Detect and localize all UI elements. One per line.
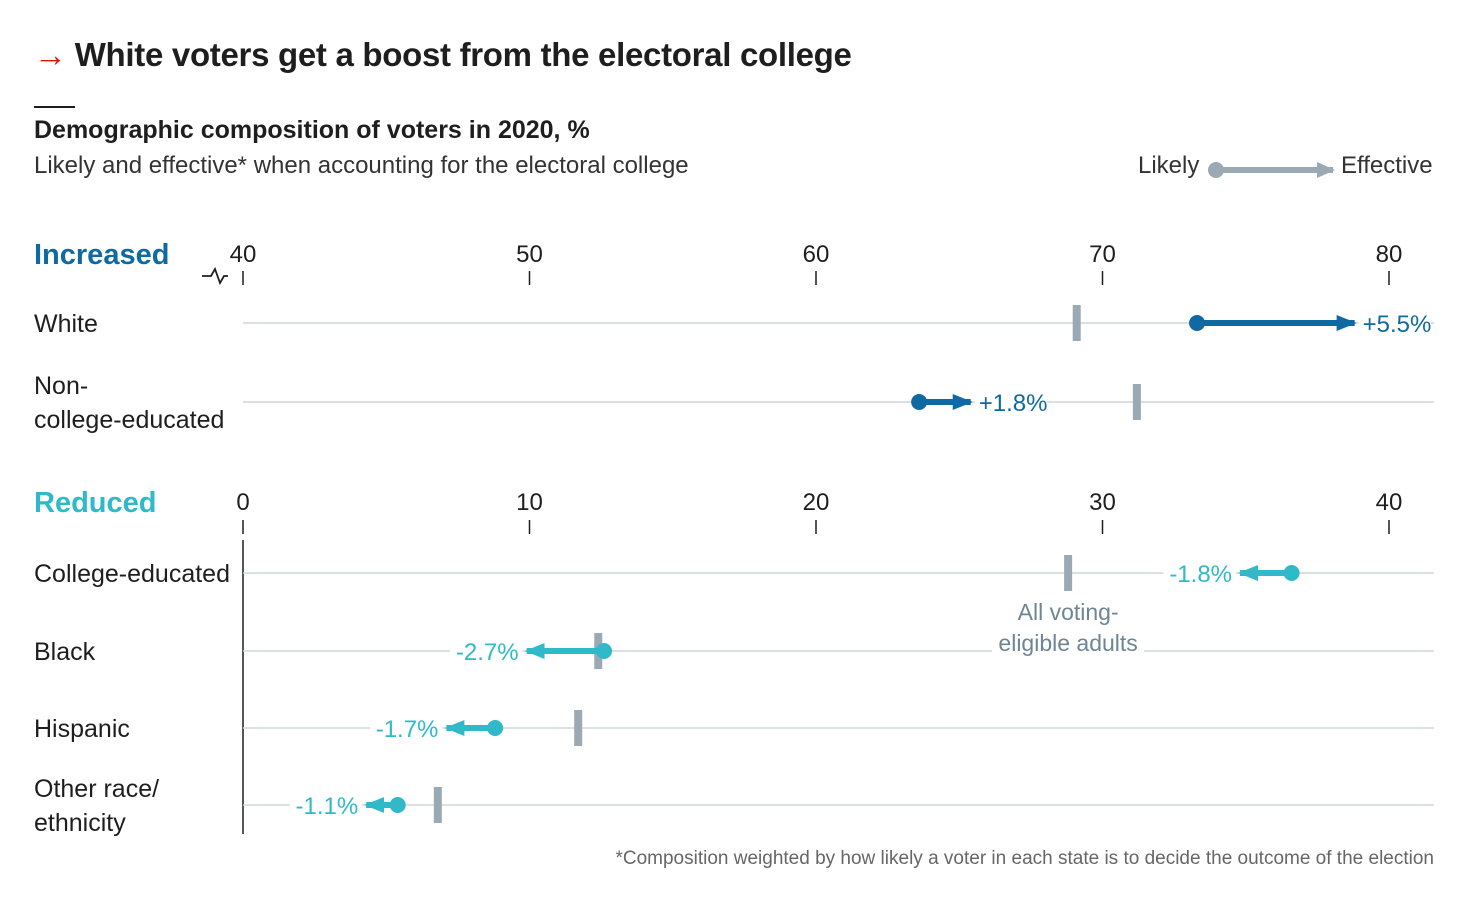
chart-title-text: White voters get a boost from the electo… — [74, 36, 852, 73]
panel-reduced: Reduced 0 10 20 30 40 College-educated -1.8% Bl… — [34, 487, 1434, 837]
chart-description: Likely and effective* when accounting fo… — [34, 152, 689, 179]
category-label: Hispanic — [34, 715, 130, 743]
category-label: Black — [34, 638, 96, 666]
legend-effective-label: Effective — [1341, 152, 1433, 179]
x-tick-label: 60 — [803, 241, 830, 268]
x-tick-label: 0 — [236, 489, 249, 516]
title-rule — [34, 106, 75, 108]
change-label: +1.8% — [979, 390, 1048, 417]
x-tick-label: 50 — [516, 241, 543, 268]
x-tick-label: 20 — [803, 489, 830, 516]
x-tick-label: 70 — [1089, 241, 1116, 268]
legend-likely-effective-arrow — [1208, 162, 1335, 178]
chart-title: → White voters get a boost from the elect… — [34, 36, 852, 74]
likely-dot — [595, 643, 612, 659]
annotation-line: All voting- — [1018, 599, 1119, 625]
all-adults-marker — [1064, 555, 1073, 591]
likely-dot — [487, 720, 504, 736]
all-adults-marker — [1132, 384, 1141, 420]
change-label-bg — [1358, 308, 1432, 338]
likely-dot — [911, 394, 928, 410]
category-label-line: college-educated — [34, 406, 224, 434]
legend-likely-label: Likely — [1138, 152, 1200, 179]
category-label: White — [34, 310, 98, 338]
panel-increased: Increased 40 50 60 70 80 White +5.5% Non-colleg… — [34, 239, 1434, 434]
arrow-right-icon: → — [34, 36, 67, 73]
x-tick-label: 40 — [1376, 489, 1403, 516]
category-label-line: Non- — [34, 372, 88, 400]
change-label: -1.7% — [376, 716, 439, 743]
all-adults-marker — [1072, 305, 1081, 341]
change-label: +5.5% — [1363, 311, 1432, 338]
chart-subtitle: Demographic composition of voters in 202… — [34, 116, 590, 144]
x-tick-label: 40 — [230, 241, 257, 268]
all-adults-marker — [574, 710, 583, 746]
change-label-bg — [974, 387, 1048, 417]
annotation-label: All voting-eligible adults — [998, 599, 1137, 656]
x-tick-label: 80 — [1376, 241, 1403, 268]
change-label: -1.8% — [1169, 561, 1232, 588]
likely-dot — [1283, 565, 1300, 581]
axis-break-icon — [202, 266, 228, 286]
change-label-bg — [1163, 558, 1237, 588]
legend-likely-dot — [1208, 162, 1224, 178]
change-label-bg — [369, 713, 443, 743]
category-label-line: ethnicity — [34, 809, 126, 837]
annotation-bg — [992, 596, 1145, 660]
panel-label: Reduced — [34, 487, 156, 519]
category-label: College-educated — [34, 560, 230, 588]
footnote: *Composition weighted by how likely a vo… — [615, 848, 1434, 869]
x-tick-label: 30 — [1089, 489, 1116, 516]
change-label-bg — [450, 636, 523, 666]
annotation-line: eligible adults — [998, 630, 1137, 656]
panel-label: Increased — [34, 239, 169, 271]
change-label: -2.7% — [456, 639, 519, 666]
likely-dot — [1189, 315, 1206, 331]
x-tick-label: 10 — [516, 489, 543, 516]
all-adults-marker — [433, 787, 442, 823]
category-label: Other race/ethnicity — [34, 775, 159, 837]
category-label: Non-college-educated — [34, 372, 224, 434]
change-label-bg — [289, 790, 363, 820]
likely-dot — [389, 797, 406, 813]
category-label-line: Other race/ — [34, 775, 159, 803]
change-label: -1.1% — [295, 793, 358, 820]
